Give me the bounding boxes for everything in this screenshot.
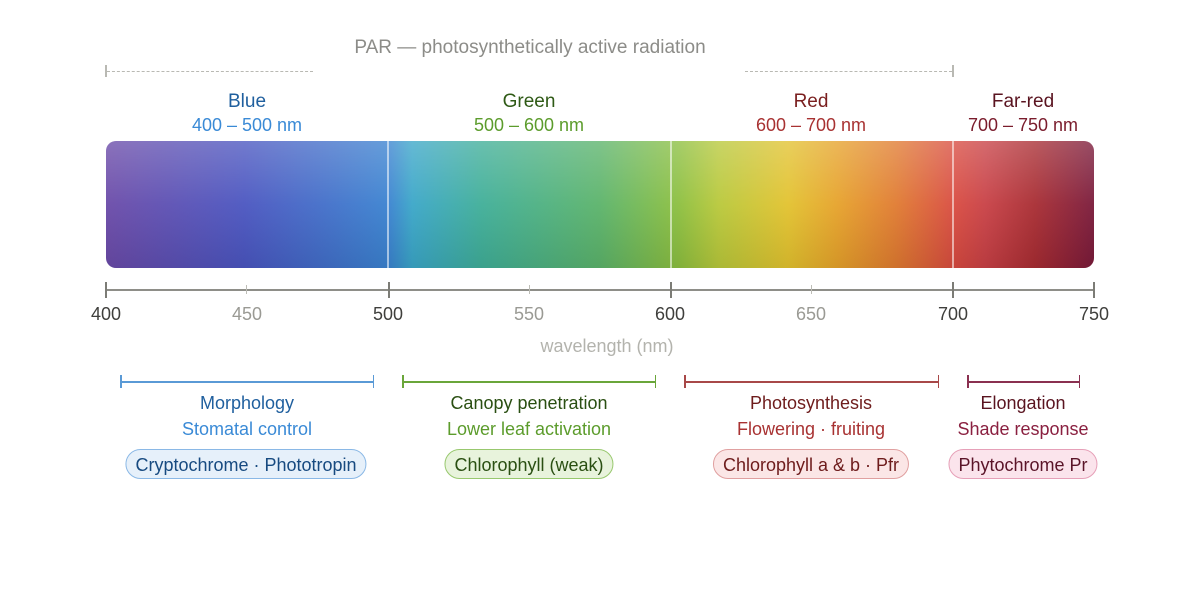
effect-main-green: Canopy penetration — [450, 393, 608, 413]
axis-label-500: 500 — [372, 304, 404, 324]
effect-bracket-red — [684, 376, 939, 387]
band-range-green: 500 – 600 nm — [473, 115, 585, 135]
axis-label-550: 550 — [513, 304, 545, 324]
effect-main-blue: Morphology — [199, 393, 295, 413]
axis-tick-550 — [529, 285, 530, 294]
effect-sub-blue: Stomatal control — [181, 419, 313, 439]
band-divider-600 — [670, 141, 672, 268]
effect-main-red: Photosynthesis — [749, 393, 873, 413]
effect-sub-far-red: Shade response — [957, 419, 1089, 439]
axis-label-450: 450 — [231, 304, 263, 324]
axis-title: wavelength (nm) — [540, 336, 674, 356]
axis-label-750: 750 — [1078, 304, 1110, 324]
spectrum-sheen — [106, 141, 1094, 268]
axis-tick-450 — [246, 285, 247, 294]
photoreceptor-pill-far-red: Phytochrome Pr — [948, 449, 1098, 479]
axis-label-600: 600 — [654, 304, 686, 324]
par-bracket-end — [952, 65, 954, 77]
effect-bracket-blue — [120, 376, 374, 387]
axis-tick-700 — [952, 282, 954, 298]
band-name-red: Red — [793, 91, 829, 112]
axis-tick-600 — [670, 282, 672, 298]
par-bracket-right-dash — [745, 71, 952, 72]
band-name-green: Green — [502, 91, 556, 112]
axis-tick-650 — [811, 285, 812, 294]
spectrum-bar — [106, 141, 1094, 268]
band-name-blue: Blue — [227, 91, 267, 112]
photoreceptor-pill-green: Chlorophyll (weak) — [444, 449, 614, 479]
band-range-red: 600 – 700 nm — [755, 115, 867, 135]
axis-label-650: 650 — [795, 304, 827, 324]
band-range-far-red: 700 – 750 nm — [967, 115, 1079, 135]
effect-sub-red: Flowering · fruiting — [736, 419, 886, 439]
axis-tick-400 — [105, 282, 107, 298]
effect-sub-green: Lower leaf activation — [446, 419, 612, 439]
axis-label-700: 700 — [937, 304, 969, 324]
photoreceptor-pill-red: Chlorophyll a & b · Pfr — [712, 449, 910, 479]
axis-tick-750 — [1093, 282, 1095, 298]
par-bracket-start — [105, 65, 107, 77]
effect-main-far-red: Elongation — [980, 393, 1066, 413]
axis-tick-500 — [388, 282, 390, 298]
band-name-far-red: Far-red — [991, 91, 1055, 112]
effect-bracket-green — [402, 376, 656, 387]
band-divider-500 — [387, 141, 389, 268]
par-bracket-left-dash — [107, 71, 313, 72]
photoreceptor-pill-blue: Cryptochrome · Phototropin — [125, 449, 367, 479]
band-range-blue: 400 – 500 nm — [191, 115, 303, 135]
band-divider-700 — [952, 141, 954, 268]
wavelength-axis — [106, 289, 1094, 291]
axis-label-400: 400 — [90, 304, 122, 324]
par-title: PAR — photosynthetically active radiatio… — [354, 37, 706, 58]
effect-bracket-far-red — [967, 376, 1080, 387]
